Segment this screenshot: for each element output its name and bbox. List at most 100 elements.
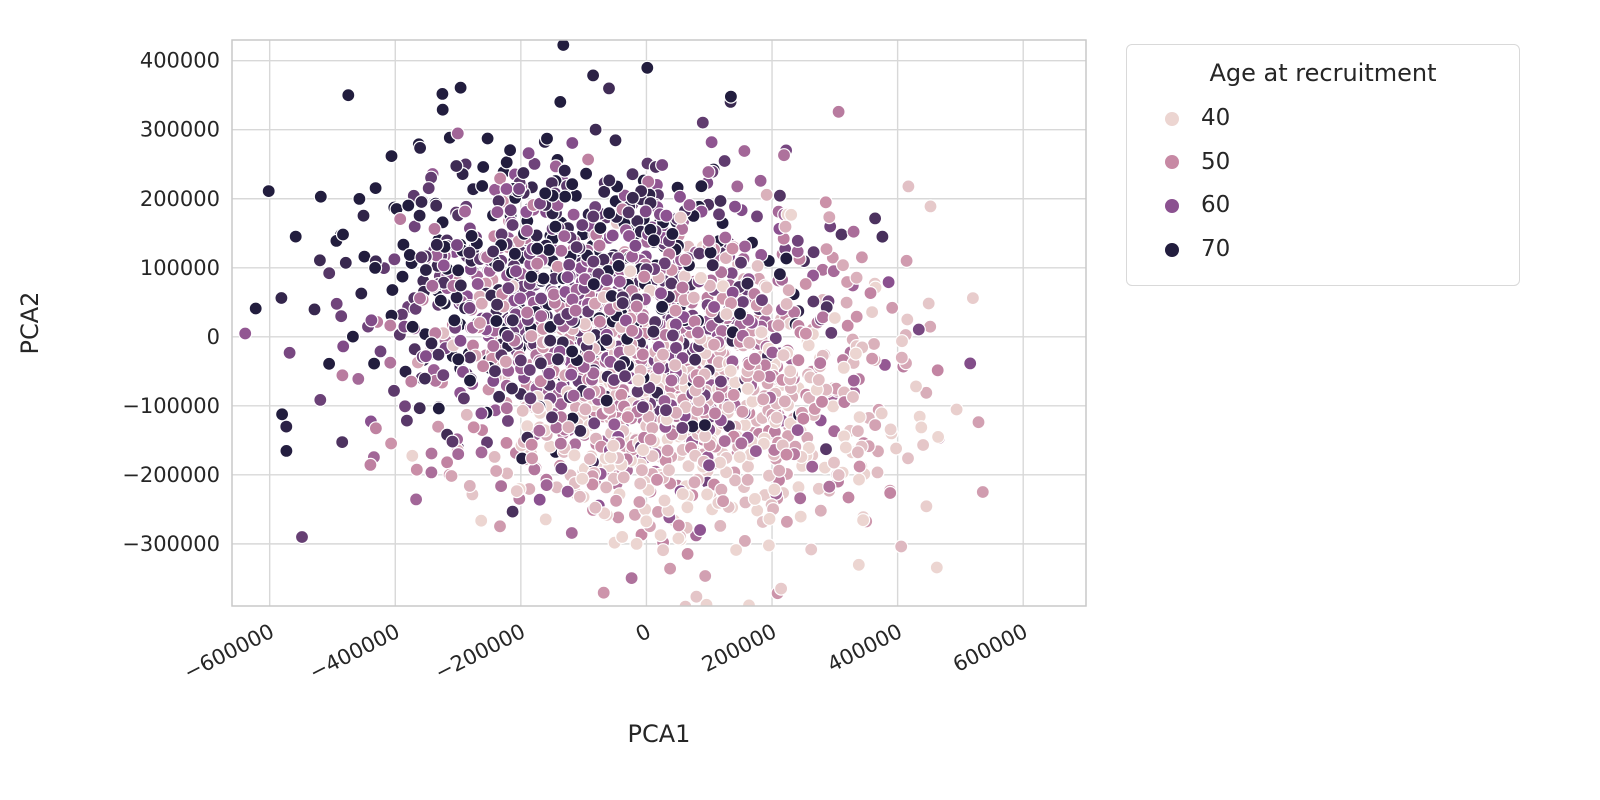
data-point xyxy=(733,255,749,270)
data-point xyxy=(637,269,652,284)
data-point xyxy=(675,420,690,435)
data-point xyxy=(831,104,846,119)
data-point xyxy=(524,269,539,284)
data-point xyxy=(908,379,924,394)
legend-swatch xyxy=(1165,155,1179,170)
data-point xyxy=(412,401,427,416)
data-point xyxy=(399,413,414,428)
data-point xyxy=(490,205,505,220)
data-point xyxy=(356,208,371,223)
data-point xyxy=(740,381,755,396)
y-tick-label: 300000 xyxy=(140,118,220,142)
data-point xyxy=(779,251,794,266)
data-point xyxy=(657,493,672,508)
legend-swatch xyxy=(1165,198,1179,213)
data-point xyxy=(750,258,765,274)
data-point xyxy=(606,438,621,453)
data-point xyxy=(412,208,427,223)
data-point xyxy=(424,336,439,351)
data-point xyxy=(582,349,597,364)
data-point xyxy=(516,165,531,181)
data-point xyxy=(740,276,755,291)
data-point xyxy=(548,219,563,234)
data-point xyxy=(615,529,630,545)
data-point xyxy=(588,122,603,137)
data-point xyxy=(671,531,686,546)
data-point xyxy=(840,318,855,333)
data-point xyxy=(541,242,557,257)
data-point xyxy=(567,448,582,463)
data-point xyxy=(368,421,383,436)
data-point xyxy=(728,542,744,558)
data-point xyxy=(433,293,448,308)
data-point xyxy=(845,389,861,405)
data-point xyxy=(435,102,450,117)
x-tick-label: −600000 xyxy=(180,619,278,685)
data-point xyxy=(776,148,792,163)
data-point xyxy=(313,392,328,407)
data-point xyxy=(742,335,757,350)
data-point xyxy=(383,318,398,333)
data-point xyxy=(499,155,514,170)
data-point xyxy=(737,143,752,159)
data-point xyxy=(565,135,580,151)
data-point xyxy=(963,356,978,371)
data-point xyxy=(536,271,551,286)
data-point xyxy=(431,347,446,362)
data-point xyxy=(367,356,382,371)
data-point xyxy=(779,296,794,312)
y-tick-label: −100000 xyxy=(122,394,220,418)
data-point xyxy=(575,471,590,486)
data-point xyxy=(715,494,731,509)
data-point xyxy=(512,291,528,306)
data-point xyxy=(500,328,515,344)
legend-title: Age at recruitment xyxy=(1209,59,1437,87)
data-point xyxy=(491,258,506,273)
data-point xyxy=(633,476,648,491)
y-axis-label: PCA2 xyxy=(16,291,44,355)
data-point xyxy=(425,278,440,293)
data-point xyxy=(777,394,792,409)
data-point xyxy=(480,131,495,146)
data-point xyxy=(866,336,882,352)
data-point xyxy=(515,403,530,418)
data-point xyxy=(707,406,723,421)
data-point xyxy=(901,179,916,194)
data-point xyxy=(701,233,716,248)
y-tick-label: 0 xyxy=(207,325,220,349)
data-point xyxy=(625,190,640,205)
data-point xyxy=(804,542,819,557)
data-point xyxy=(661,463,677,478)
data-point xyxy=(470,276,485,292)
data-point xyxy=(621,205,636,220)
data-point xyxy=(530,256,545,271)
data-point xyxy=(490,297,505,312)
data-point xyxy=(612,274,627,289)
data-point xyxy=(849,309,864,324)
data-point xyxy=(457,204,473,219)
data-point xyxy=(431,401,446,416)
data-point xyxy=(704,135,719,150)
data-point xyxy=(793,491,808,506)
y-tick-label: 400000 xyxy=(140,49,220,73)
data-point xyxy=(578,166,594,181)
data-point xyxy=(660,443,675,458)
data-point xyxy=(772,463,787,478)
data-point xyxy=(645,421,660,436)
data-point xyxy=(838,440,853,455)
data-point xyxy=(735,404,750,419)
data-point xyxy=(462,373,478,388)
data-point xyxy=(673,210,688,225)
data-point xyxy=(701,458,717,473)
x-tick-label: 0 xyxy=(632,619,655,646)
data-point xyxy=(405,448,420,463)
data-point xyxy=(573,423,588,438)
data-point xyxy=(414,194,429,210)
data-point xyxy=(521,146,536,161)
data-point xyxy=(383,355,398,370)
x-tick-label: 400000 xyxy=(824,619,906,677)
data-point xyxy=(839,295,854,310)
data-point xyxy=(851,557,866,572)
data-point xyxy=(418,349,433,364)
data-point xyxy=(629,536,644,552)
